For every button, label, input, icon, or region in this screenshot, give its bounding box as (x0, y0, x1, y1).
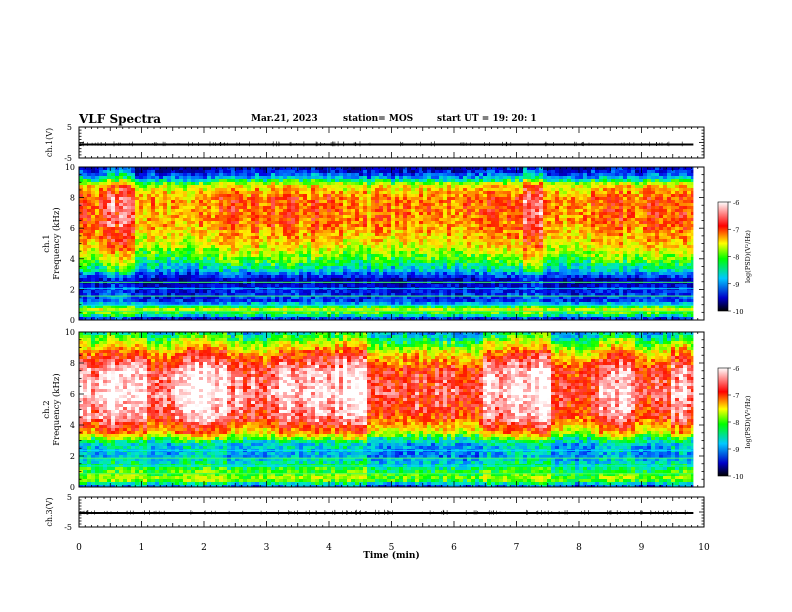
axes-layer (78, 126, 731, 528)
ytick-label: 4 (70, 421, 75, 430)
panel-ylabel-line2: Frequency (kHz) (51, 373, 62, 445)
colorbar-label: log(PSD)(V²/Hz) (744, 230, 752, 283)
colorbar-tick-label: -10 (733, 473, 743, 481)
xtick-label: 1 (139, 543, 145, 553)
date-label: Mar.21, 2023 (251, 114, 318, 124)
colorbar-tick-label: -8 (733, 254, 739, 262)
interference-line (79, 310, 694, 312)
ytick-label: 6 (70, 224, 75, 233)
ch3-waveform-spikes (80, 509, 688, 515)
interference-line (79, 457, 694, 459)
colorbar-tick-label: -7 (733, 226, 739, 234)
interference-line (79, 473, 694, 475)
start-time-label: start UT = 19: 20: 1 (437, 114, 537, 124)
ch1-waveform-spikes (80, 141, 683, 147)
ytick-label: 2 (70, 452, 75, 461)
ytick-label: 10 (65, 163, 75, 172)
xtick-label: 0 (76, 543, 82, 553)
colorbar-tick-label: -6 (733, 365, 739, 373)
ch1-spectrogram (79, 167, 694, 320)
xtick-label: 9 (639, 543, 645, 553)
chart-title: VLF Spectra (79, 112, 162, 126)
ch2-spectrogram (79, 332, 694, 487)
interference-line (79, 281, 694, 283)
xtick-label: 5 (389, 543, 395, 553)
ytick-label: 0 (70, 483, 75, 492)
ytick-label: 2 (70, 285, 75, 294)
panel-ylabel-line2: Frequency (kHz) (51, 207, 62, 279)
colorbar-2 (717, 367, 729, 477)
interference-line (79, 295, 694, 297)
xtick-label: 4 (326, 543, 332, 553)
xtick-label: 10 (698, 543, 710, 553)
ytick-label: 8 (70, 194, 75, 203)
panel-ylabel: ch.3(V) (45, 497, 54, 526)
panel-ylabel-line1: ch.2 (42, 400, 52, 418)
ytick-label: 4 (70, 255, 75, 264)
ytick-label: 5 (67, 493, 72, 502)
panel-ylabel: ch.1(V) (45, 128, 54, 157)
colorbar-tick-label: -8 (733, 419, 739, 427)
interference-line (79, 287, 694, 290)
ytick-label: 5 (67, 123, 72, 132)
xtick-label: 8 (576, 543, 582, 553)
ytick-label: -5 (64, 154, 72, 163)
ytick-label: 6 (70, 390, 75, 399)
colorbar-label: log(PSD)(V²/Hz) (744, 395, 752, 448)
xaxis-label: Time (min) (363, 550, 420, 561)
station-label: station= MOS (343, 114, 414, 124)
interference-line (79, 449, 694, 451)
ytick-label: 10 (65, 328, 75, 337)
xtick-label: 3 (264, 543, 270, 553)
xtick-label: 6 (451, 543, 457, 553)
colorbar-tick-label: -7 (733, 392, 739, 400)
interference-line (79, 304, 694, 306)
ytick-label: 0 (70, 316, 75, 325)
xtick-label: 7 (514, 543, 520, 553)
colorbar-tick-label: -6 (733, 199, 739, 207)
interference-line (79, 465, 694, 467)
ytick-label: -5 (64, 523, 72, 532)
colorbar-tick-label: -9 (733, 446, 739, 454)
xtick-label: 2 (201, 543, 207, 553)
panel-ylabel-line1: ch.1 (42, 234, 52, 252)
waveform-layer (79, 141, 694, 515)
colorbar-tick-label: -9 (733, 281, 739, 289)
ytick-label: 8 (70, 359, 75, 368)
colorbar-tick-label: -10 (733, 308, 743, 316)
heatmap-layer (79, 167, 694, 487)
colorbar-1 (717, 201, 729, 312)
